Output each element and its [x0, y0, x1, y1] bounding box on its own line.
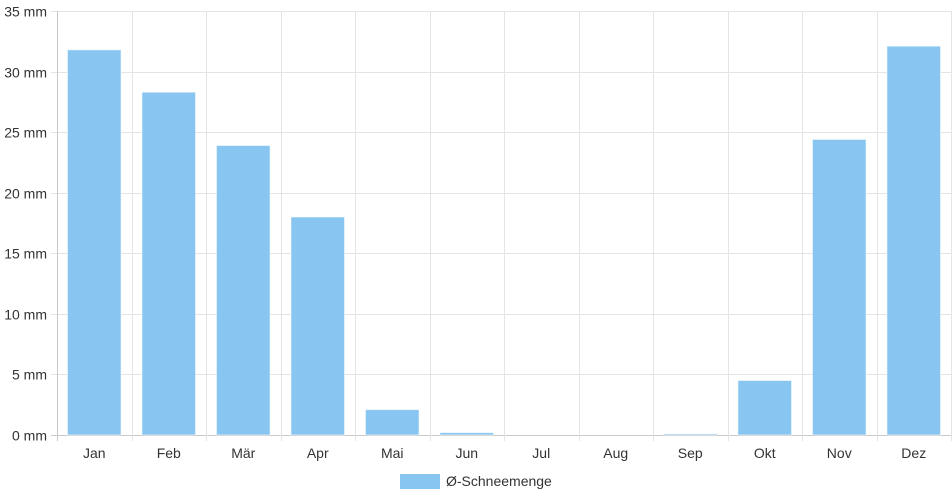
bar-feb[interactable]: [141, 91, 197, 436]
y-axis-tick-labels: 0 mm 5 mm 10 mm 15 mm 20 mm 25 mm 30 mm 35 mm: [4, 4, 47, 444]
bar-mai[interactable]: [364, 409, 420, 436]
x-tick-label: Okt: [754, 445, 776, 461]
y-tick-label: 0 mm: [12, 428, 47, 444]
grid-lines: [51, 11, 952, 441]
x-tick-label: Jun: [455, 445, 478, 461]
legend[interactable]: Ø-Schneemenge: [400, 473, 552, 489]
x-tick-label: Apr: [307, 445, 329, 461]
bar-dez[interactable]: [886, 45, 942, 436]
bar-mär[interactable]: [215, 144, 271, 436]
x-tick-label: Dez: [901, 445, 926, 461]
x-tick-label: Mai: [381, 445, 404, 461]
y-tick-label: 15 mm: [4, 246, 47, 262]
x-axis-tick-labels: Jan Feb Mär Apr Mai Jun Jul Aug Sep Okt Nov Dez: [83, 445, 926, 461]
y-tick-label: 5 mm: [12, 367, 47, 383]
x-tick-label: Aug: [603, 445, 628, 461]
bar-jun[interactable]: [439, 432, 495, 436]
bar-apr[interactable]: [290, 216, 346, 436]
x-tick-label: Sep: [678, 445, 703, 461]
y-tick-label: 35 mm: [4, 4, 47, 20]
y-tick-label: 30 mm: [4, 65, 47, 81]
x-tick-label: Nov: [827, 445, 852, 461]
bar-sep[interactable]: [662, 433, 718, 436]
x-tick-label: Jul: [532, 445, 550, 461]
legend-swatch[interactable]: [400, 474, 440, 489]
bar-okt[interactable]: [737, 379, 793, 436]
bars: [66, 45, 942, 436]
x-tick-label: Mär: [231, 445, 255, 461]
legend-label[interactable]: Ø-Schneemenge: [446, 473, 552, 489]
x-tick-label: Feb: [157, 445, 181, 461]
bar-jan[interactable]: [66, 49, 122, 436]
bar-nov[interactable]: [811, 138, 867, 436]
y-tick-label: 10 mm: [4, 307, 47, 323]
y-tick-label: 25 mm: [4, 125, 47, 141]
y-tick-label: 20 mm: [4, 186, 47, 202]
x-tick-label: Jan: [83, 445, 106, 461]
